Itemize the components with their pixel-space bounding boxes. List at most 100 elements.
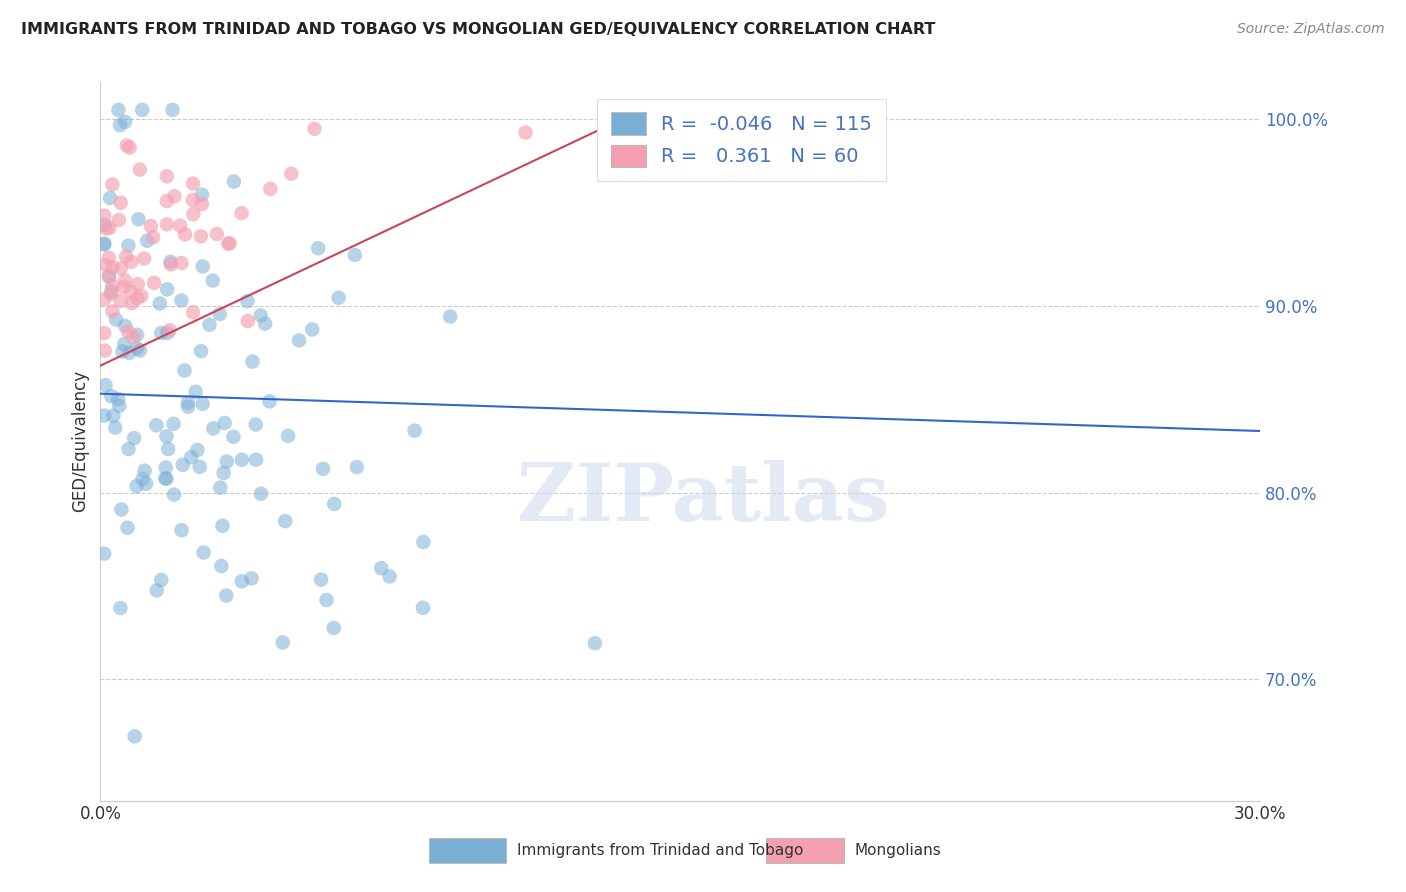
Point — [97, 268, 120, 283]
Point — [96, 221, 118, 235]
Point — [156, 217, 179, 231]
Point — [191, 397, 214, 411]
Point — [155, 429, 177, 443]
Point — [205, 227, 228, 241]
Point — [101, 304, 124, 318]
Point — [236, 294, 259, 309]
Point — [149, 296, 172, 310]
Point — [93, 409, 115, 423]
Point — [108, 213, 131, 227]
Point — [94, 258, 117, 272]
Point — [117, 325, 139, 339]
Point — [201, 274, 224, 288]
Point — [128, 162, 150, 177]
Point — [271, 635, 294, 649]
Point — [170, 523, 193, 537]
Point — [169, 219, 191, 233]
Point — [181, 305, 204, 319]
Point — [143, 276, 166, 290]
Point — [118, 346, 141, 360]
Point — [111, 344, 134, 359]
Point — [323, 497, 346, 511]
Point — [131, 103, 153, 117]
Point — [114, 115, 136, 129]
Point — [156, 326, 179, 340]
Point — [191, 187, 214, 202]
Point — [242, 354, 264, 368]
Point — [307, 241, 329, 255]
Point — [93, 547, 115, 561]
Point — [100, 287, 122, 301]
Point — [146, 583, 169, 598]
Point — [177, 400, 200, 414]
Point — [100, 284, 122, 298]
Point — [108, 118, 131, 132]
Point — [93, 236, 115, 251]
Point — [110, 601, 132, 615]
Point — [142, 230, 165, 244]
Point — [404, 424, 426, 438]
Point — [412, 600, 434, 615]
Point — [184, 384, 207, 399]
Text: Immigrants from Trinidad and Tobago: Immigrants from Trinidad and Tobago — [517, 844, 804, 858]
Point — [103, 409, 125, 423]
Point — [150, 573, 173, 587]
Point — [125, 342, 148, 356]
Point — [129, 343, 152, 358]
Y-axis label: GED/Equivalency: GED/Equivalency — [72, 370, 89, 512]
Point — [515, 126, 537, 140]
Point — [117, 521, 139, 535]
Point — [135, 476, 157, 491]
Point — [127, 212, 149, 227]
Point — [170, 256, 193, 270]
Point — [245, 452, 267, 467]
Point — [181, 207, 204, 221]
Point — [209, 481, 232, 495]
Point — [101, 278, 124, 293]
Point — [107, 392, 129, 406]
Point — [190, 344, 212, 359]
Point — [274, 514, 297, 528]
Point — [110, 293, 132, 308]
Point — [93, 293, 115, 307]
Point — [114, 273, 136, 287]
Point — [124, 730, 146, 744]
Point — [131, 472, 153, 486]
Point — [104, 420, 127, 434]
Point — [231, 574, 253, 589]
Point — [191, 197, 214, 211]
Point — [231, 206, 253, 220]
Point — [181, 177, 204, 191]
Point — [120, 285, 142, 299]
Point — [155, 471, 177, 485]
Point — [378, 569, 401, 583]
Point — [93, 237, 115, 252]
Point — [98, 191, 121, 205]
Point — [170, 293, 193, 308]
Point — [236, 314, 259, 328]
Point — [159, 323, 181, 337]
Point — [112, 279, 135, 293]
Point — [288, 334, 311, 348]
Point — [117, 238, 139, 252]
Point — [214, 416, 236, 430]
Text: ZIPatlas: ZIPatlas — [517, 459, 890, 538]
Point — [222, 175, 245, 189]
Point — [115, 138, 138, 153]
Point — [240, 571, 263, 585]
Text: IMMIGRANTS FROM TRINIDAD AND TOBAGO VS MONGOLIAN GED/EQUIVALENCY CORRELATION CHA: IMMIGRANTS FROM TRINIDAD AND TOBAGO VS M… — [21, 22, 935, 37]
Point — [155, 472, 177, 486]
Point — [312, 462, 335, 476]
Point — [328, 291, 350, 305]
Point — [309, 573, 332, 587]
Point — [245, 417, 267, 432]
Point — [212, 466, 235, 480]
Point — [162, 103, 184, 117]
Point — [127, 327, 149, 342]
Text: Source: ZipAtlas.com: Source: ZipAtlas.com — [1237, 22, 1385, 37]
Point — [346, 460, 368, 475]
Point — [249, 309, 271, 323]
Point — [280, 167, 302, 181]
Point — [120, 255, 142, 269]
Legend: R =  -0.046   N = 115, R =   0.361   N = 60: R = -0.046 N = 115, R = 0.361 N = 60 — [598, 99, 886, 181]
